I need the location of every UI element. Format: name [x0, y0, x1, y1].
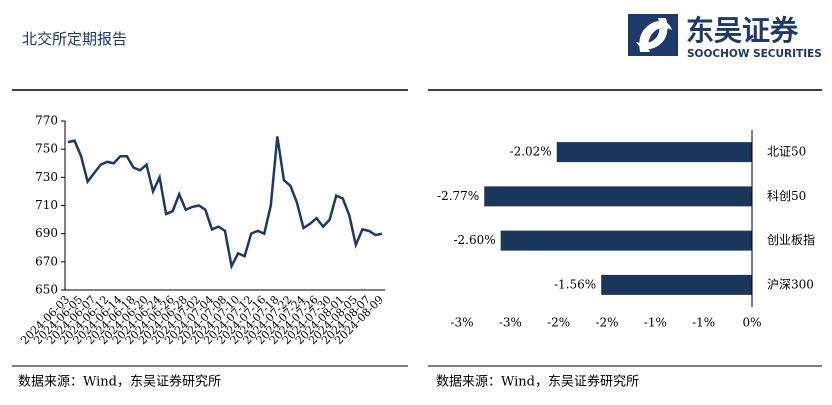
category-label: 创业板指	[767, 232, 815, 247]
y-tick-label: 750	[35, 142, 58, 156]
y-tick-label: 730	[35, 170, 58, 184]
x-tick-label: 0%	[742, 316, 761, 330]
y-tick-label: 770	[35, 114, 58, 128]
y-tick-label: 670	[35, 254, 58, 268]
y-tick-label: 650	[35, 283, 58, 297]
x-tick-label: -3%	[499, 316, 522, 330]
bar-value-label: -2.77%	[437, 189, 479, 203]
source-note: 数据来源：Wind，东吴证券研究所	[18, 374, 221, 390]
x-tick-label: -1%	[644, 316, 667, 330]
source-note: 数据来源：Wind，东吴证券研究所	[436, 374, 639, 390]
category-label: 沪深300	[767, 277, 814, 291]
bar	[500, 230, 752, 251]
category-label: 北证50	[767, 145, 806, 159]
logo-sub: SOOCHOW SECURITIES	[687, 48, 822, 60]
logo-swirl	[636, 18, 668, 50]
bar-value-label: -2.02%	[510, 145, 552, 159]
bar	[556, 142, 752, 163]
bar-value-label: -2.60%	[453, 233, 495, 247]
x-tick-label: -3%	[450, 316, 473, 330]
x-tick-label: -2%	[595, 316, 618, 330]
bar	[601, 274, 752, 295]
x-tick-label: -1%	[692, 316, 715, 330]
line-series	[67, 136, 383, 270]
bar-value-label: -1.56%	[554, 277, 596, 291]
x-tick-label: -2%	[547, 316, 570, 330]
category-label: 科创50	[767, 189, 806, 203]
bar	[484, 186, 752, 207]
logo-name: 东吴证券	[686, 14, 799, 47]
logo-icon	[628, 14, 678, 56]
header-title: 北交所定期报告	[22, 30, 127, 48]
y-tick-label: 690	[35, 226, 58, 240]
y-tick-label: 710	[35, 198, 58, 212]
logo: 东吴证券 SOOCHOW SECURITIES	[628, 14, 822, 60]
